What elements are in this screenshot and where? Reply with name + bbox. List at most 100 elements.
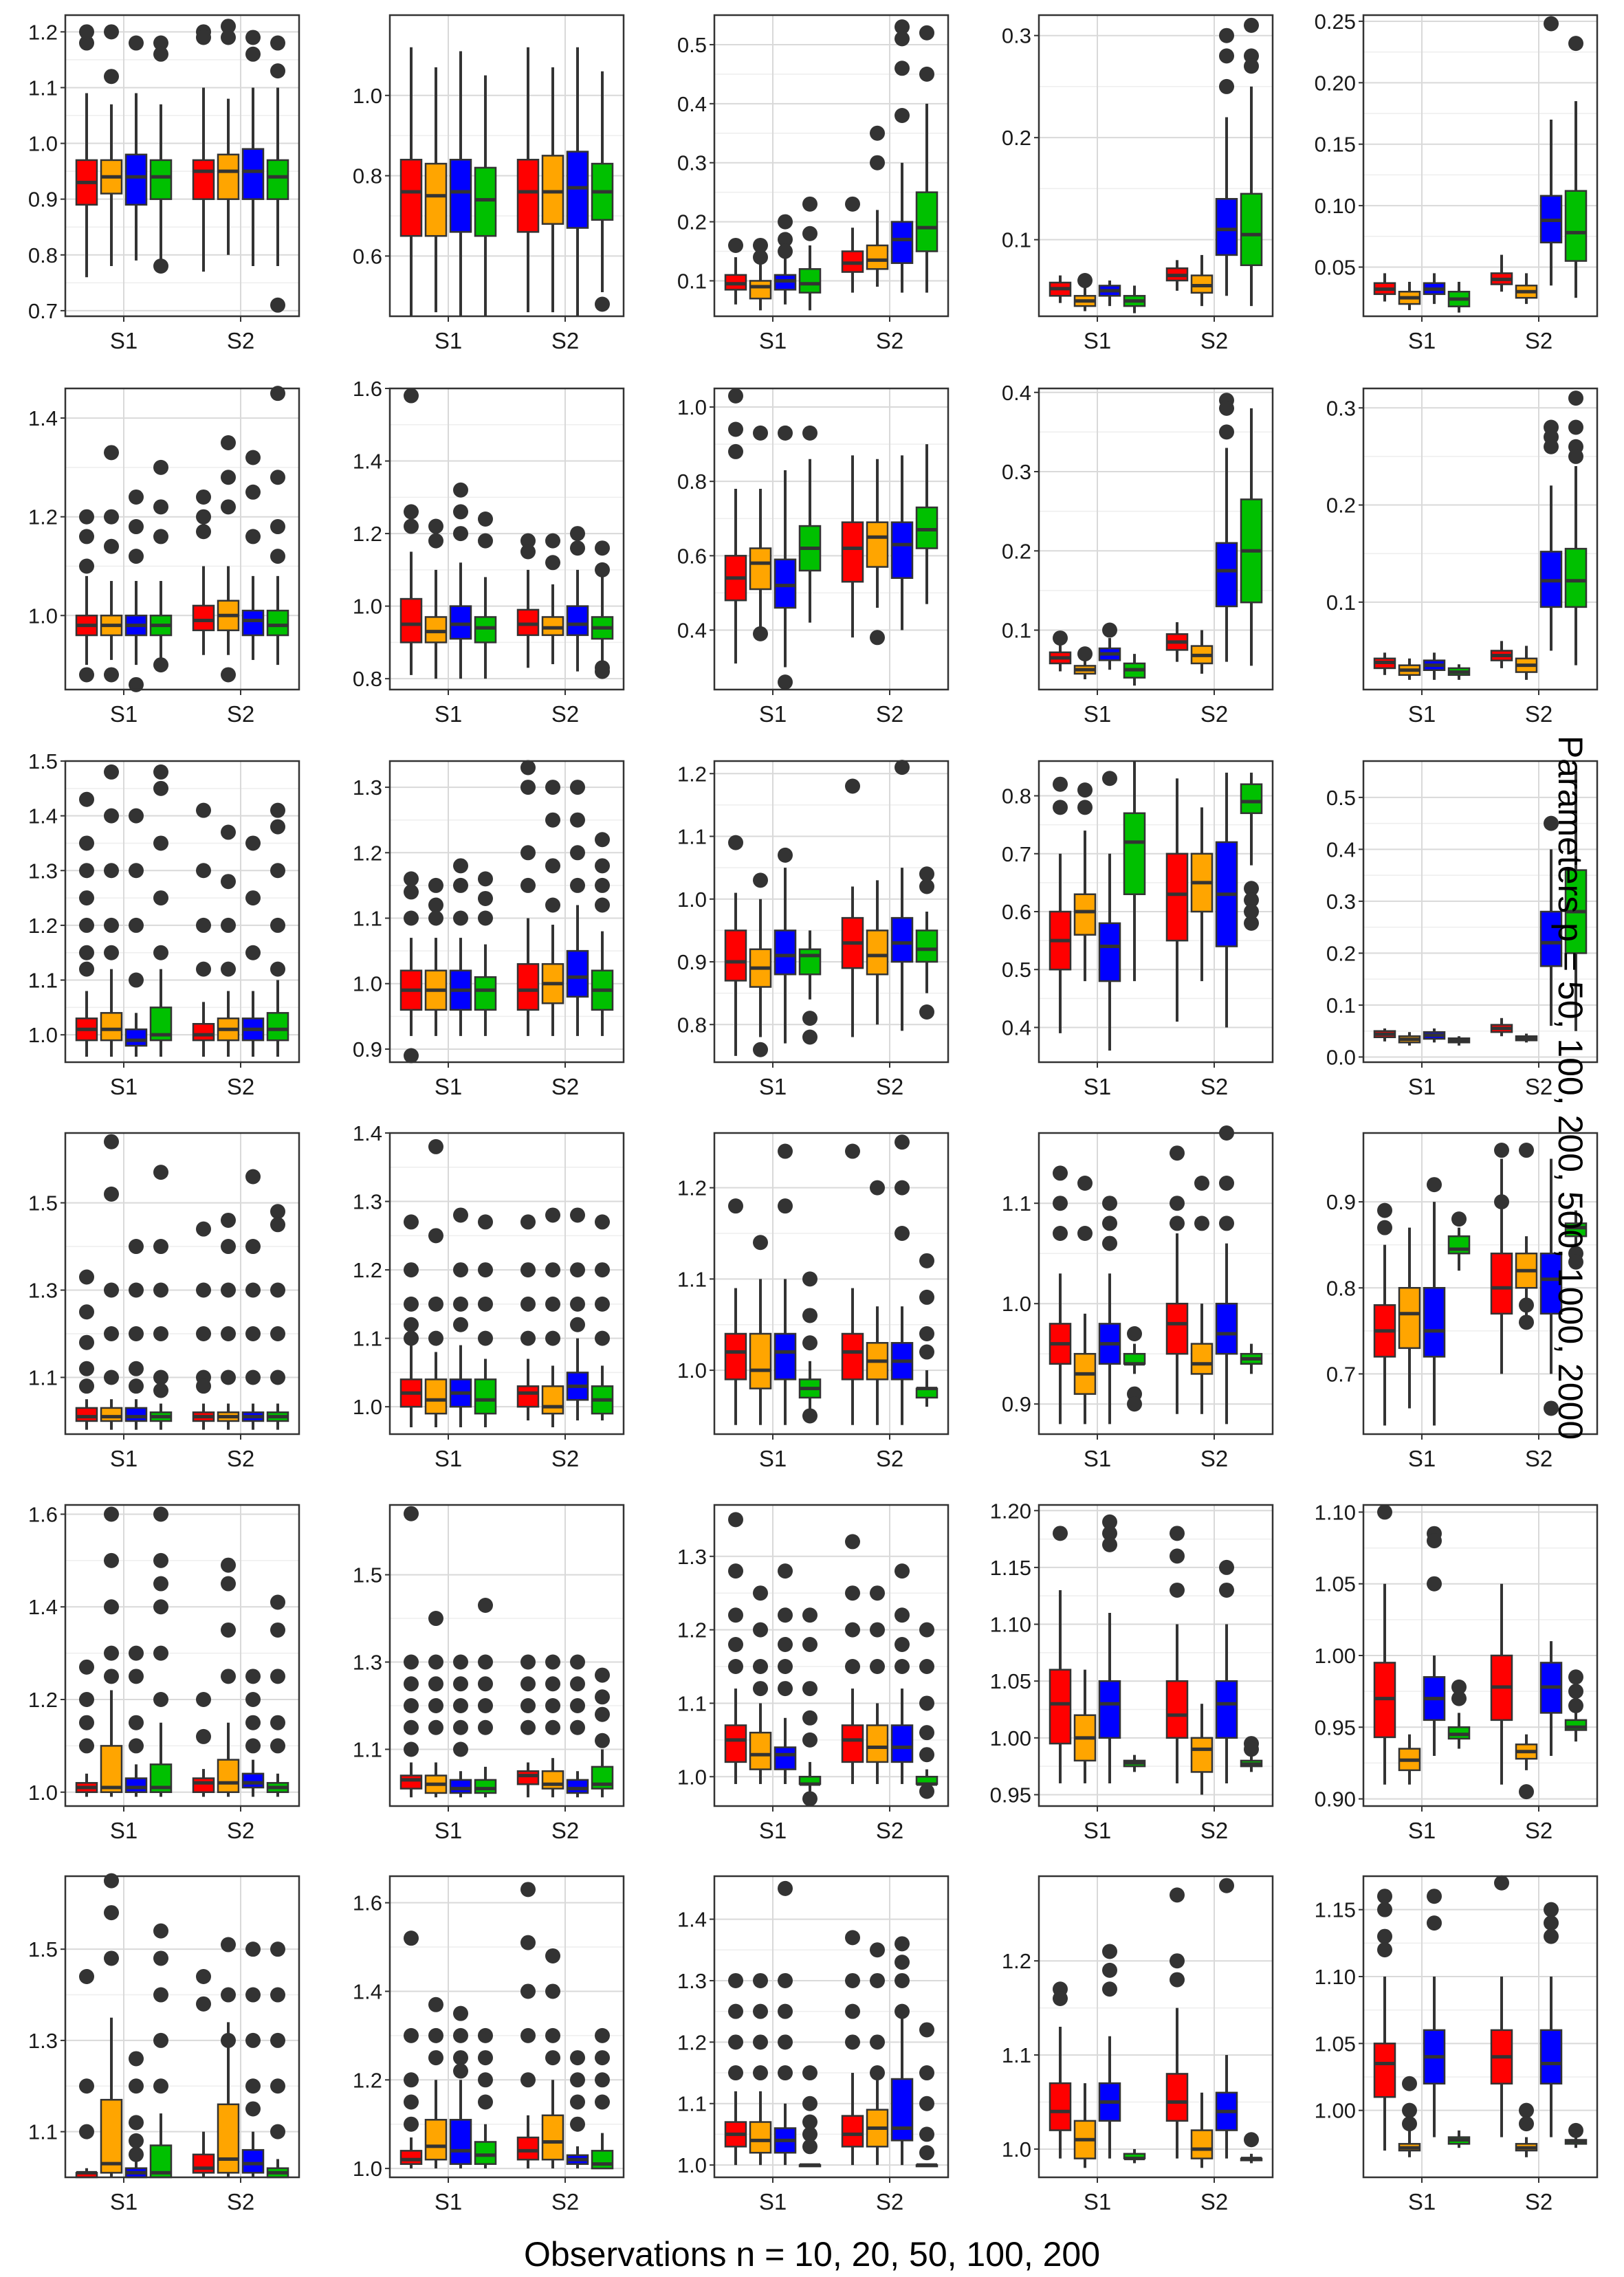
panel-r2-c2: 0.8 1.0 1.2 1.4 1.6 S1 S2: [353, 377, 625, 727]
panel-background: [714, 15, 948, 316]
x-tick-label: S1: [1408, 1074, 1436, 1099]
box-s1-m1: [399, 1930, 423, 2169]
outlier-point: [478, 2072, 493, 2088]
box-s2-m3: [890, 455, 914, 630]
outlier-point: [802, 425, 818, 441]
outlier-point: [895, 2003, 910, 2019]
box-s2-m3: [566, 526, 589, 672]
outlier-point: [753, 1585, 768, 1601]
outlier-point: [428, 1654, 443, 1670]
outlier-point: [153, 459, 168, 475]
outlier-point: [270, 1622, 285, 1638]
outlier-point: [545, 1676, 560, 1692]
outlier-point: [221, 874, 236, 890]
outlier-point: [404, 1676, 419, 1692]
outlier-point: [753, 2034, 768, 2050]
outlier-point: [870, 155, 885, 170]
outlier-point: [728, 1659, 743, 1675]
outlier-point: [428, 877, 443, 893]
outlier-point: [104, 1326, 119, 1341]
box-s1-m3: [1098, 1514, 1121, 1783]
outlier-point: [919, 1695, 934, 1711]
panel-border: [388, 14, 625, 318]
outlier-point: [919, 1253, 934, 1268]
outlier-point: [545, 858, 560, 874]
panel-r4-c2: 1.0 1.1 1.2 1.3 1.4 S1 S2: [353, 1121, 625, 1471]
outlier-point: [919, 1622, 934, 1638]
panel-r3-c2: 0.9 1.0 1.1 1.2 1.3 S1 S2: [353, 760, 625, 1099]
x-tick-label: S2: [227, 1818, 254, 1843]
outlier-point: [570, 2094, 585, 2110]
y-tick-label: 0.6: [1002, 900, 1031, 924]
outlier-point: [919, 66, 934, 82]
y-tick-label: 1.0: [353, 1395, 382, 1419]
outlier-point: [270, 1987, 285, 2003]
outlier-point: [1077, 1176, 1093, 1191]
outlier-point: [153, 1923, 168, 1939]
box: [798, 948, 822, 976]
box-s1-m2: [424, 518, 448, 679]
y-tick-label: 1.4: [353, 450, 382, 474]
y-tick-label: 0.8: [353, 164, 382, 188]
box-s2-m3: [890, 19, 914, 293]
outlier-point: [404, 1330, 419, 1346]
outlier-point: [428, 1138, 443, 1154]
box-s2-m4: [266, 386, 289, 666]
box-s2-m2: [1190, 1176, 1214, 1414]
outlier-point: [153, 1692, 168, 1708]
panel-border: [1362, 760, 1599, 1064]
outlier-point: [570, 526, 585, 542]
y-tick-label: 1.1: [677, 825, 707, 849]
outlier-point: [104, 1599, 119, 1615]
outlier-point: [520, 1676, 536, 1692]
outlier-point: [570, 877, 585, 893]
outlier-point: [1102, 1514, 1117, 1530]
outlier-point: [1544, 1902, 1559, 1917]
outlier-point: [595, 1262, 610, 1278]
outlier-point: [595, 1689, 610, 1705]
panel-r4-c3: 1.0 1.1 1.2 S1 S2: [677, 1132, 950, 1471]
outlier-point: [153, 835, 168, 851]
panel-border: [1038, 1504, 1274, 1807]
outlier-point: [1102, 1944, 1117, 1959]
box: [217, 153, 240, 200]
box: [1165, 1302, 1189, 1355]
y-tick-label: 1.2: [28, 20, 58, 44]
y-tick-label: 0.05: [1315, 255, 1356, 279]
panel-background: [1363, 1876, 1597, 2177]
box: [866, 930, 889, 976]
box-s1-m4: [149, 1165, 173, 1430]
outlier-point: [221, 824, 236, 840]
box-s1-m3: [1423, 1526, 1446, 1756]
panel-background: [65, 761, 299, 1062]
outlier-point: [104, 667, 119, 683]
outlier-point: [245, 450, 261, 465]
box-s2-m1: [1490, 254, 1513, 292]
outlier-point: [802, 2114, 818, 2130]
box-s2-m1: [192, 24, 215, 272]
outlier-point: [79, 1969, 94, 1984]
outlier-point: [453, 2050, 468, 2066]
y-tick-label: 1.2: [1002, 1949, 1031, 1973]
outlier-point: [196, 1282, 211, 1298]
y-tick-label: 1.2: [353, 2068, 382, 2092]
box-s1-m3: [124, 35, 148, 261]
outlier-point: [1219, 1878, 1234, 1893]
box-s1-m2: [1073, 782, 1097, 982]
outlier-point: [221, 961, 236, 977]
y-tick-label: 1.3: [353, 1651, 382, 1675]
box: [399, 2150, 423, 2165]
box-s1-m3: [124, 808, 148, 1057]
box-s2-m2: [217, 1212, 240, 1430]
outlier-point: [270, 297, 285, 313]
outlier-point: [428, 1228, 443, 1244]
outlier-point: [1102, 1537, 1117, 1552]
outlier-point: [778, 1607, 793, 1623]
outlier-point: [245, 2078, 261, 2094]
outlier-point: [753, 1972, 768, 1988]
y-tick-label: 0.3: [1326, 396, 1356, 420]
outlier-point: [778, 214, 793, 230]
box-s2-m4: [591, 2027, 614, 2170]
box-s2-m4: [591, 1214, 614, 1421]
